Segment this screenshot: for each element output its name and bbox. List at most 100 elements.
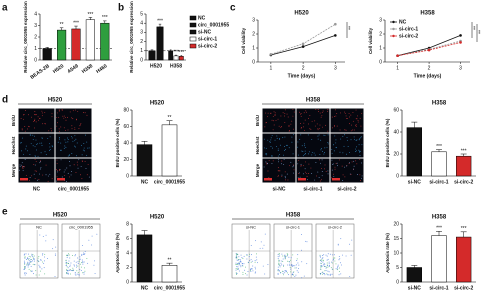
panel-label: a bbox=[2, 3, 8, 14]
cell bbox=[336, 125, 338, 127]
event bbox=[319, 256, 321, 258]
cell bbox=[277, 155, 279, 157]
cell bbox=[78, 128, 80, 130]
cell bbox=[49, 148, 51, 150]
cell bbox=[311, 173, 313, 175]
significance: *** bbox=[461, 226, 467, 232]
event bbox=[24, 256, 26, 258]
event bbox=[83, 261, 85, 263]
legend-swatch bbox=[189, 15, 197, 21]
event bbox=[67, 254, 69, 256]
point bbox=[269, 53, 273, 56]
cell bbox=[267, 116, 268, 118]
cell bbox=[304, 145, 306, 147]
y-axis-label: Apoptosis rate (%) bbox=[115, 233, 120, 273]
cell bbox=[350, 173, 352, 175]
cell bbox=[354, 125, 356, 127]
event bbox=[91, 235, 93, 237]
chart-title: H520 bbox=[150, 101, 165, 107]
cell bbox=[359, 117, 361, 119]
cell bbox=[34, 164, 36, 166]
cell bbox=[286, 113, 288, 115]
event bbox=[243, 263, 245, 265]
cell bbox=[65, 146, 67, 148]
event bbox=[238, 262, 240, 264]
cell bbox=[25, 110, 26, 112]
cell bbox=[272, 115, 274, 117]
event bbox=[294, 267, 296, 269]
event bbox=[76, 273, 78, 275]
cell bbox=[74, 128, 76, 130]
cell bbox=[325, 171, 327, 172]
event bbox=[26, 264, 28, 266]
cell bbox=[25, 148, 27, 150]
event bbox=[41, 268, 43, 270]
flow-plot-label: si-circ-1 bbox=[286, 225, 301, 230]
cell bbox=[293, 169, 295, 171]
event bbox=[279, 272, 281, 274]
cell bbox=[303, 122, 305, 124]
cell bbox=[319, 159, 321, 161]
cell bbox=[72, 110, 74, 112]
cell bbox=[34, 135, 35, 137]
event bbox=[26, 263, 28, 265]
cell bbox=[284, 109, 286, 111]
event bbox=[296, 270, 298, 272]
event bbox=[25, 272, 27, 274]
event bbox=[74, 271, 76, 273]
event bbox=[291, 264, 293, 266]
scale-bar bbox=[264, 178, 272, 181]
cell bbox=[86, 174, 88, 176]
significance: ** bbox=[60, 22, 64, 28]
event bbox=[337, 243, 339, 245]
cell bbox=[327, 134, 329, 136]
x-tick-label: BEAS-2B bbox=[29, 63, 51, 81]
cell bbox=[67, 129, 69, 131]
y-tick-label: 1 bbox=[140, 48, 143, 54]
cell bbox=[317, 129, 319, 131]
event bbox=[44, 253, 46, 255]
event bbox=[338, 270, 340, 272]
cell bbox=[21, 129, 23, 131]
cell bbox=[320, 149, 322, 151]
cell bbox=[360, 137, 362, 139]
cell bbox=[60, 126, 62, 128]
cell bbox=[343, 145, 345, 147]
y-tick-label: 3 bbox=[34, 23, 37, 29]
event bbox=[39, 267, 41, 269]
x-tick-label: 2 bbox=[428, 65, 431, 71]
event bbox=[84, 270, 86, 272]
event bbox=[23, 260, 25, 262]
event bbox=[238, 264, 240, 266]
event bbox=[279, 255, 281, 257]
event bbox=[236, 256, 238, 258]
cell bbox=[352, 111, 354, 113]
event bbox=[254, 261, 256, 263]
event bbox=[38, 264, 40, 266]
event bbox=[292, 273, 294, 275]
event bbox=[283, 255, 285, 257]
event bbox=[67, 267, 69, 269]
cell bbox=[306, 175, 308, 177]
event bbox=[75, 274, 77, 276]
event bbox=[278, 262, 280, 264]
cell bbox=[25, 145, 27, 147]
event bbox=[251, 268, 253, 270]
event bbox=[38, 256, 40, 258]
cell bbox=[285, 148, 286, 150]
cell bbox=[311, 120, 313, 122]
cell bbox=[48, 130, 50, 132]
cell bbox=[277, 174, 279, 176]
cell bbox=[19, 165, 21, 167]
y-tick-label: 0 bbox=[34, 57, 37, 63]
point bbox=[334, 34, 337, 37]
cell bbox=[49, 143, 51, 145]
event bbox=[295, 267, 297, 269]
cell bbox=[357, 120, 359, 122]
event bbox=[27, 266, 29, 268]
event bbox=[238, 263, 240, 265]
event bbox=[66, 269, 68, 271]
cell bbox=[270, 146, 272, 147]
event bbox=[237, 260, 239, 262]
